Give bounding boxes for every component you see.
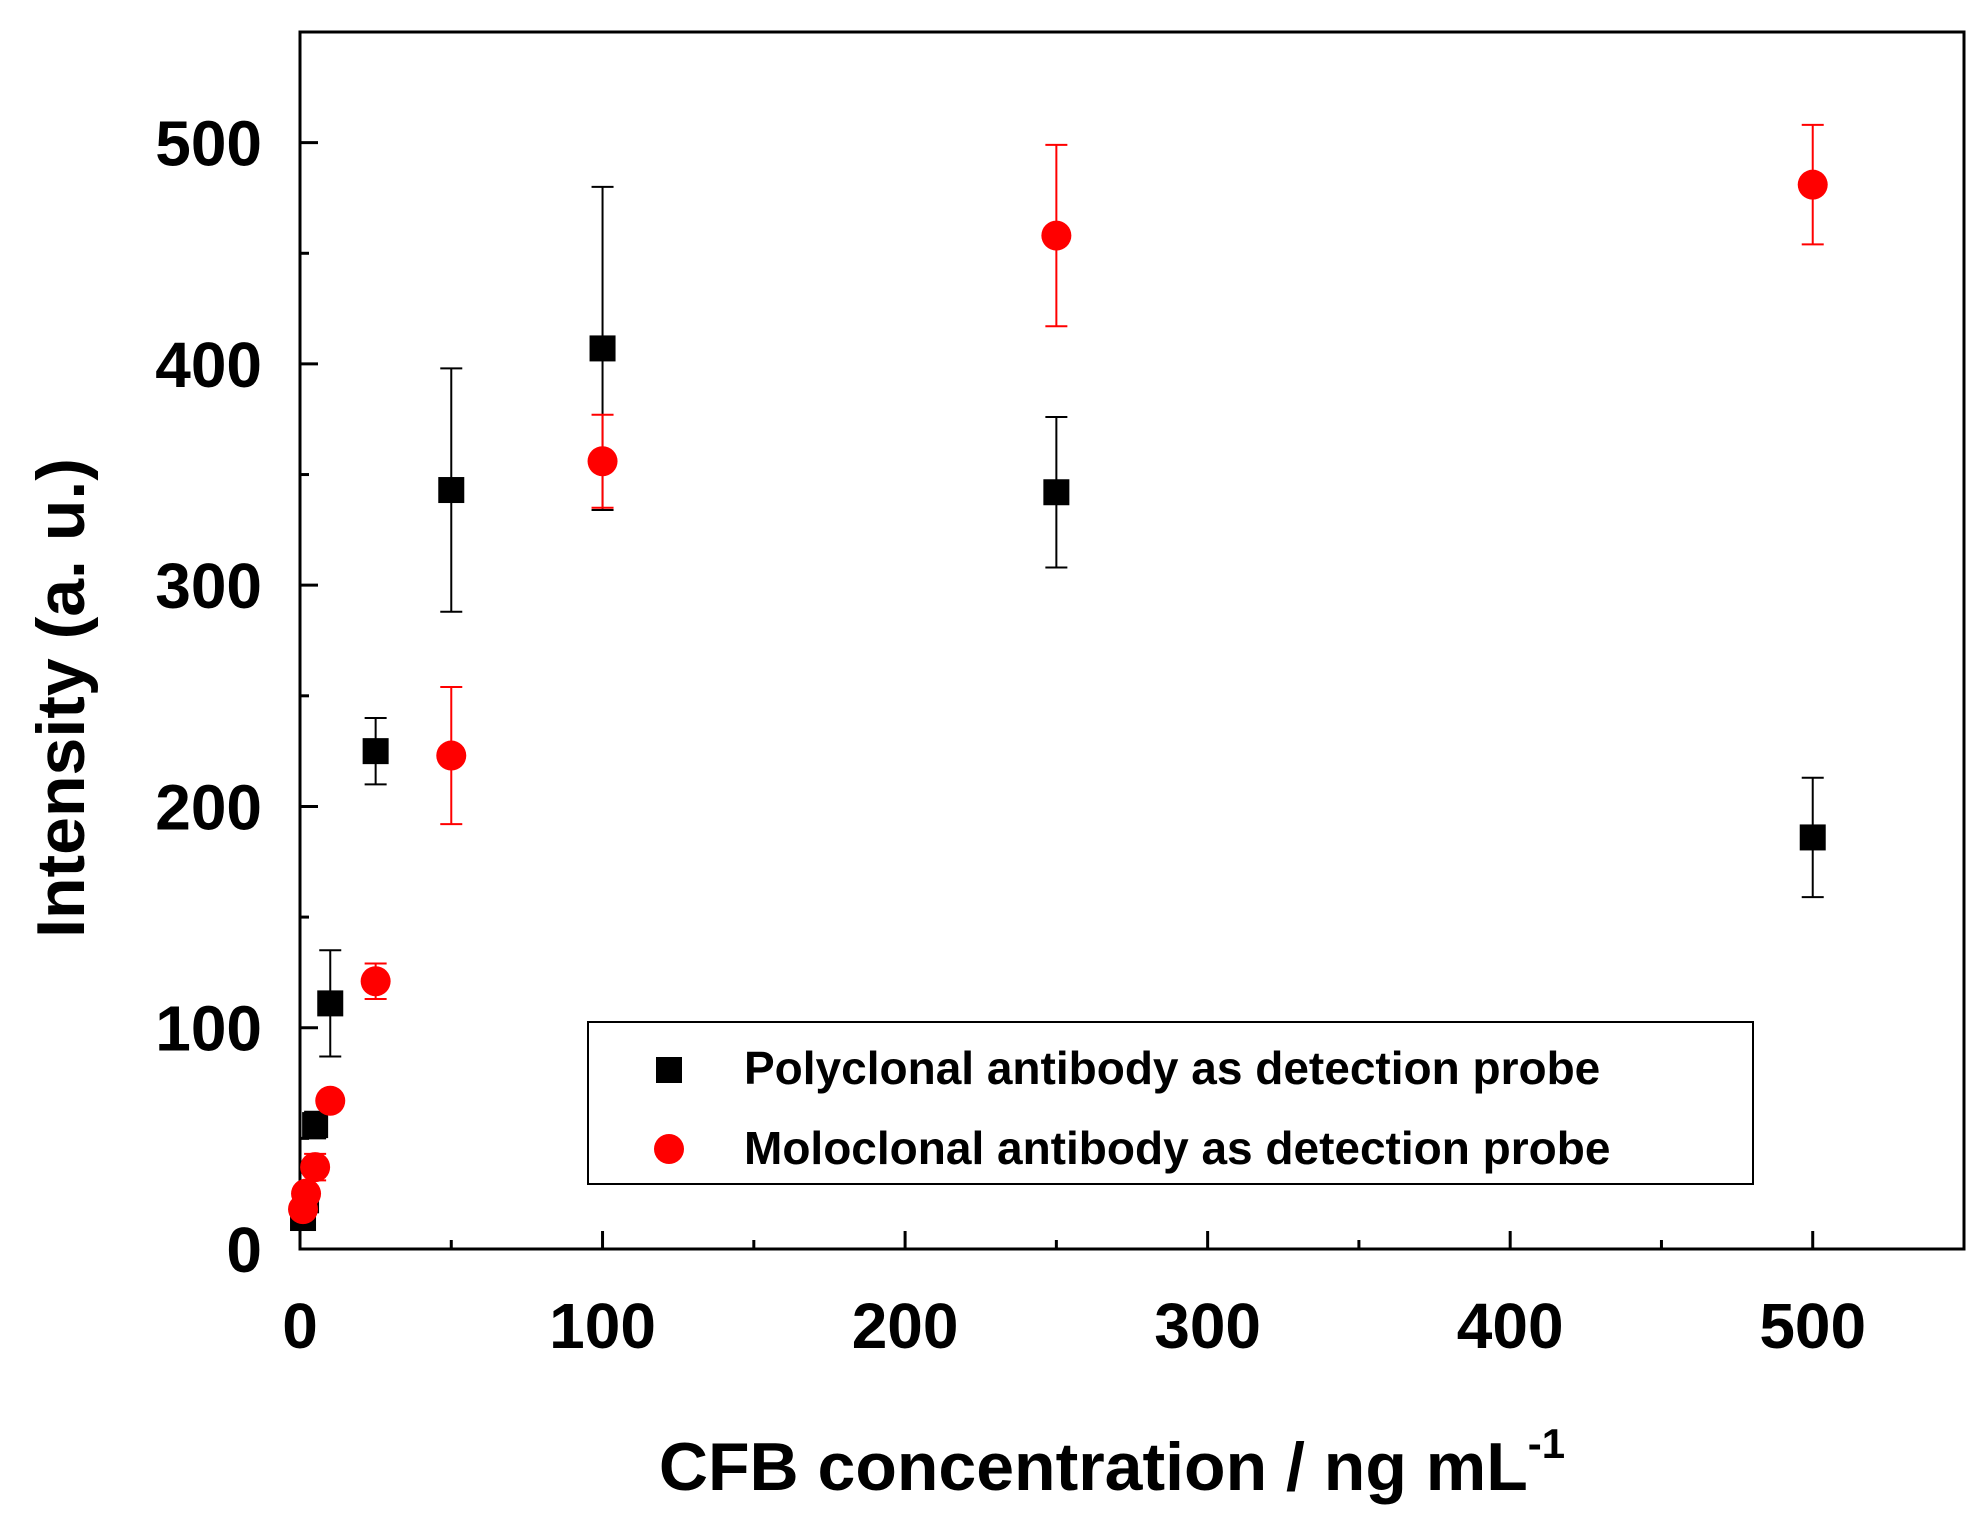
- x-tick-label: 400: [1457, 1290, 1564, 1362]
- legend: Polyclonal antibody as detection probe M…: [587, 1021, 1754, 1185]
- data-point: [1043, 479, 1070, 506]
- data-point: [438, 477, 465, 504]
- plot-frame: [298, 30, 1966, 1251]
- y-tick-label: 400: [155, 329, 262, 401]
- x-axis-label: CFB concentration / ng mL-1: [659, 1420, 1565, 1505]
- x-axis: 0 100 200 300 400 500: [282, 1231, 1966, 1362]
- y-tick-label: 100: [155, 993, 262, 1065]
- data-point: [587, 446, 618, 477]
- y-axis-label: Intensity (a. u.): [23, 458, 99, 938]
- y-axis: 0 100 200 300 400 500: [155, 30, 318, 1286]
- data-point: [360, 966, 391, 997]
- data-point: [317, 990, 344, 1017]
- x-tick-label: 200: [852, 1290, 959, 1362]
- data-point: [291, 1178, 322, 1209]
- data-point: [315, 1085, 346, 1116]
- legend-marker-monoclonal: [654, 1134, 684, 1164]
- legend-label-polyclonal: Polyclonal antibody as detection probe: [744, 1042, 1600, 1094]
- x-axis-label-superscript: -1: [1528, 1420, 1565, 1467]
- legend-box: [587, 1021, 1754, 1185]
- y-tick-label: 200: [155, 771, 262, 843]
- data-series: [288, 123, 1828, 1232]
- x-tick-label: 500: [1759, 1290, 1866, 1362]
- y-tick-label: 0: [226, 1214, 262, 1286]
- data-point: [362, 738, 389, 765]
- legend-label-monoclonal: Moloclonal antibody as detection probe: [744, 1122, 1610, 1174]
- legend-marker-polyclonal: [656, 1057, 682, 1083]
- x-tick-label: 0: [282, 1290, 318, 1362]
- data-point: [1797, 169, 1828, 200]
- x-axis-label-text: CFB concentration / ng mL: [659, 1429, 1528, 1505]
- y-tick-label: 300: [155, 550, 262, 622]
- x-tick-label: 300: [1154, 1290, 1261, 1362]
- data-point: [1041, 220, 1072, 251]
- data-point: [302, 1112, 329, 1139]
- data-point: [436, 740, 467, 771]
- data-point: [1799, 824, 1826, 851]
- data-point: [300, 1152, 331, 1183]
- x-tick-label: 100: [549, 1290, 656, 1362]
- data-point: [589, 335, 616, 362]
- y-tick-label: 500: [155, 108, 262, 180]
- series-monoclonal: [288, 123, 1828, 1225]
